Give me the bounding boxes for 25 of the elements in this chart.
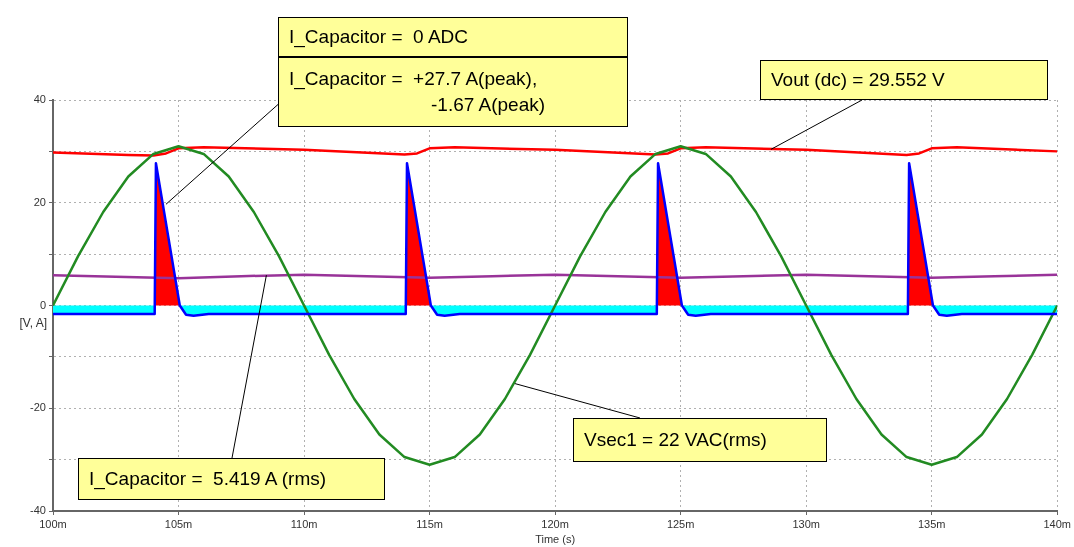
y-axis-title: [V, A] [19,315,47,330]
x-tick-label: 105m [164,517,193,530]
callout-box: I_Capacitor = 0 ADC [278,17,628,57]
y-tick-label: -40 [30,504,46,517]
annotation: I_Capacitor = 5.419 A (rms) [89,467,328,492]
annotation: Vout (dc) = 29.552 V [771,68,946,92]
callout-box: I_Capacitor = 5.419 A (rms) [78,458,385,500]
y-tick-label: 40 [33,93,46,106]
x-tick-label: 130m [792,517,820,530]
x-tick-label: 125m [666,517,695,530]
x-tick-label: 115m [416,517,443,530]
callout-box: Vsec1 = 22 VAC(rms) [573,418,827,462]
y-tick-label: 20 [33,195,46,208]
x-tick-label: 110m [290,517,318,530]
y-tick-label: 0 [39,298,46,311]
x-tick-label: 100m [39,517,67,530]
x-tick-label: 120m [541,517,569,530]
callout-box: I_Capacitor = +27.7 A(peak), -1.67 A(peak) [278,57,628,127]
callout-box: Vout (dc) = 29.552 V [760,60,1048,100]
annotation: I_Capacitor = +27.7 A(peak), -1.67 A(peak) [289,67,547,117]
x-tick-label: 135m [917,517,946,530]
x-axis-title: Time (s) [535,533,576,546]
x-tick-label: 140m [1043,517,1072,530]
y-tick-label: -20 [30,401,46,414]
annotation: Vsec1 = 22 VAC(rms) [584,428,768,452]
